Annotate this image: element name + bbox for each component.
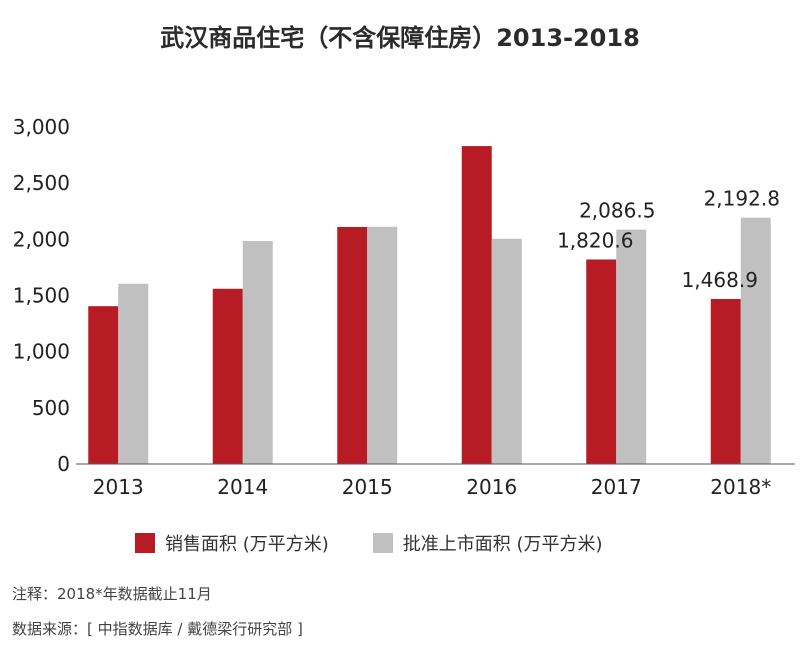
legend: 销售面积 (万平方米) 批准上市面积 (万平方米) [135,530,647,556]
bar-sales [337,226,368,464]
bar-approved [491,238,522,464]
x-tick-label: 2017 [591,475,642,499]
legend-label-sales: 销售面积 (万平方米) [165,534,329,555]
bar-approved [740,217,771,464]
bar-chart: 0 500 1,000 1,500 2,000 2,500 3,000 1,820.6 2,0… [13,115,795,499]
bar-approved [367,226,398,464]
legend-label-approved: 批准上市面积 (万平方米) [402,534,603,555]
bar-approved [242,241,273,464]
y-tick-label: 1,000 [13,340,70,364]
bar-approved [118,283,149,464]
data-label-sales: 1,820.6 [557,228,633,252]
data-label-approved: 2,192.8 [704,187,780,211]
chart-title: 武汉商品住宅（不含保障住房）2013-2018 [160,24,640,52]
legend-item-sales: 销售面积 (万平方米) [135,530,329,556]
x-tick-label: 2015 [342,475,393,499]
bar-sales [88,306,119,464]
legend-item-approved: 批准上市面积 (万平方米) [372,530,603,556]
x-tick-label: 2013 [93,475,144,499]
x-axis-labels: 2013 2014 2015 2016 2017 2018* [93,475,771,499]
bar-sales [710,298,741,464]
bars [88,146,771,464]
data-label-sales: 1,468.9 [682,268,758,292]
data-label-approved: 2,086.5 [579,199,655,223]
y-tick-label: 2,500 [13,171,70,195]
bar-sales [212,288,243,464]
legend-swatch-approved [372,533,393,553]
x-tick-label: 2014 [217,475,268,499]
bar-approved [616,229,647,464]
y-tick-label: 2,000 [13,227,70,251]
y-tick-label: 500 [32,396,70,420]
bar-sales [586,259,617,464]
y-tick-label: 0 [57,452,70,476]
legend-swatch-sales [135,533,155,553]
x-tick-label: 2016 [466,475,517,499]
bar-sales [461,146,492,464]
footnote: 注释：2018*年数据截止11月 [12,585,212,603]
source-note: 数据来源：[ 中指数据库 / 戴德梁行研究部 ] [12,620,303,638]
y-tick-label: 3,000 [13,115,70,139]
y-tick-label: 1,500 [13,284,70,308]
y-axis-labels: 0 500 1,000 1,500 2,000 2,500 3,000 [13,115,70,476]
x-tick-label: 2018* [710,475,771,499]
value-labels: 1,820.6 2,086.5 1,468.9 2,192.8 [557,187,780,292]
